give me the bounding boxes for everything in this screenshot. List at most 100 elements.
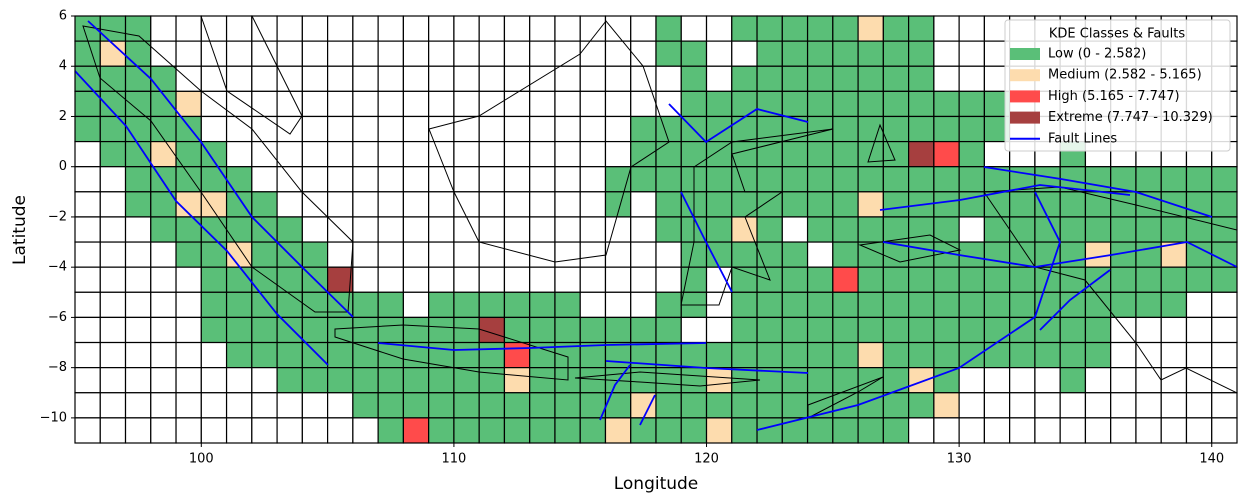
grid-cell (428, 316, 455, 344)
grid-cell (680, 316, 708, 344)
grid-cell (857, 166, 884, 193)
grid-cell (402, 316, 430, 344)
grid-cell (1135, 392, 1162, 419)
grid-cell (882, 392, 910, 419)
grid-cell (175, 90, 202, 118)
grid-cell (200, 392, 228, 419)
grid-cell (630, 216, 657, 243)
legend-swatch (1010, 90, 1040, 103)
grid-cell (428, 266, 455, 293)
grid-cell (630, 140, 657, 168)
grid-cell (352, 316, 379, 344)
grid-cell (301, 417, 329, 444)
grid-cell (453, 241, 480, 268)
grid-cell (74, 166, 101, 193)
grid-cell (554, 392, 581, 419)
grid-cell (579, 90, 607, 118)
grid-cell (1059, 191, 1087, 218)
grid-cell (529, 40, 556, 67)
fault-line (879, 184, 1131, 211)
grid-cell (958, 241, 985, 268)
grid-cell (74, 316, 101, 344)
grid-cell (99, 65, 127, 92)
grid-cell (150, 65, 177, 92)
grid-cell (529, 115, 556, 143)
grid-cell (604, 316, 632, 344)
grid-cell (124, 65, 152, 92)
grid-cell (604, 341, 632, 369)
grid-cell (933, 341, 960, 369)
grid-cell (655, 115, 682, 143)
grid-cell (958, 216, 985, 243)
grid-cell (200, 140, 228, 168)
grid-cell (731, 191, 758, 218)
grid-cell (958, 140, 985, 168)
grid-cell (781, 392, 809, 419)
grid-cell (150, 392, 177, 419)
grid-cell (402, 90, 430, 118)
grid-cell (554, 65, 581, 92)
grid-cell (1059, 316, 1087, 344)
grid-cell (327, 140, 354, 168)
grid-cell (352, 140, 379, 168)
x-axis-title: Longitude (614, 474, 699, 494)
grid-cell (453, 216, 480, 243)
plot-frame (74, 15, 1238, 444)
grid-cell (1009, 191, 1036, 218)
grid-cell (857, 341, 884, 369)
grid-cell (705, 191, 733, 218)
grid-cell (781, 191, 809, 218)
grid-cell (806, 316, 834, 344)
grid-cell (276, 216, 303, 243)
x-tick-label: 100 (189, 452, 214, 467)
grid-cell (377, 392, 404, 419)
grid-cell (958, 291, 985, 319)
grid-cell (301, 140, 329, 168)
grid-cell (1059, 216, 1087, 243)
grid-cell (983, 367, 1011, 394)
grid-cell (225, 15, 253, 42)
grid-cell (124, 291, 152, 319)
grid-cell (478, 90, 506, 118)
grid-cell (352, 341, 379, 369)
grid-cell (503, 291, 531, 319)
x-tick-label: 130 (947, 452, 972, 467)
grid-cell (1059, 341, 1087, 369)
grid-cell (276, 266, 303, 293)
grid-cell (301, 15, 329, 42)
grid-cell (832, 266, 859, 293)
grid-cell (958, 266, 985, 293)
grid-cell (327, 15, 354, 42)
grid-cell (99, 316, 127, 344)
grid-cell (352, 15, 379, 42)
grid-cell (630, 367, 657, 394)
grid-cell (503, 40, 531, 67)
grid-cell (655, 316, 682, 344)
grid-cell (301, 115, 329, 143)
grid-cell (705, 367, 733, 394)
coastline (200, 15, 303, 135)
grid-cell (1009, 216, 1036, 243)
grid-cell (377, 15, 404, 42)
grid-cell (781, 417, 809, 444)
grid-cell (604, 140, 632, 168)
grid-cell (806, 40, 834, 67)
grid-cell (478, 417, 506, 444)
grid-cell (124, 115, 152, 143)
grid-cell (731, 291, 758, 319)
grid-cell (99, 166, 127, 193)
grid-cell (402, 266, 430, 293)
grid-cell (1135, 291, 1162, 319)
grid-cell (352, 417, 379, 444)
grid-cell (680, 241, 708, 268)
grid-cell (832, 367, 859, 394)
grid-cell (554, 241, 581, 268)
grid-cell (200, 341, 228, 369)
y-axis-title: Latitude (10, 195, 30, 265)
grid-cell (1009, 266, 1036, 293)
grid-cell (1211, 367, 1238, 394)
grid-cell (882, 367, 910, 394)
grid-cell (478, 266, 506, 293)
y-tick-label: −2 (48, 209, 67, 224)
grid-cell (276, 65, 303, 92)
